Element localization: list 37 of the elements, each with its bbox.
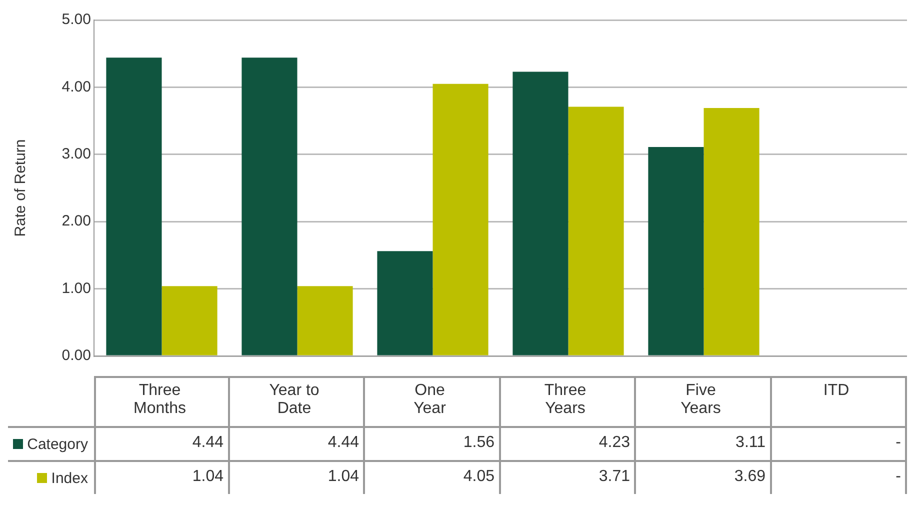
bar bbox=[106, 58, 162, 356]
legend-label: Category bbox=[8, 426, 94, 460]
bar bbox=[432, 84, 488, 356]
data-label: 4.23 bbox=[500, 426, 636, 460]
bar bbox=[377, 251, 433, 356]
y-tick-label: 3.00 bbox=[62, 146, 91, 163]
bar bbox=[648, 147, 704, 356]
x-tick-label: One Year bbox=[412, 382, 447, 418]
bar bbox=[242, 58, 298, 356]
y-tick-label: 5.00 bbox=[62, 11, 91, 28]
data-label: 1.56 bbox=[365, 426, 500, 460]
bar bbox=[297, 286, 353, 356]
x-tick-label: Year to Date bbox=[268, 382, 320, 418]
y-tick-label: 2.00 bbox=[62, 212, 91, 230]
data-label: 1.04 bbox=[230, 460, 365, 494]
y-axis-title: Rate of Return bbox=[12, 139, 30, 237]
data-label: 3.11 bbox=[636, 426, 772, 460]
bar bbox=[568, 106, 624, 356]
legend-label: Index bbox=[8, 460, 94, 494]
y-tick-label: 4.00 bbox=[62, 78, 91, 96]
x-tick-label: Three Months bbox=[132, 382, 187, 418]
text: - bbox=[896, 468, 901, 485]
bar bbox=[162, 286, 218, 356]
data-label: 3.69 bbox=[636, 460, 772, 494]
bar bbox=[704, 108, 760, 356]
x-tick-label: Five Years bbox=[680, 382, 722, 418]
data-label: 4.44 bbox=[230, 426, 365, 460]
data-label: 4.44 bbox=[94, 426, 230, 460]
y-tick-label: 0.00 bbox=[62, 347, 91, 364]
data-label: 3.71 bbox=[500, 460, 636, 494]
x-tick-label: Three Years bbox=[543, 382, 588, 418]
text: - bbox=[896, 434, 901, 451]
bar bbox=[512, 72, 568, 356]
data-label: 4.05 bbox=[365, 460, 500, 494]
data-label: 1.04 bbox=[94, 460, 230, 494]
y-tick-label: 1.00 bbox=[62, 280, 91, 297]
x-tick-label: ITD bbox=[822, 382, 850, 400]
